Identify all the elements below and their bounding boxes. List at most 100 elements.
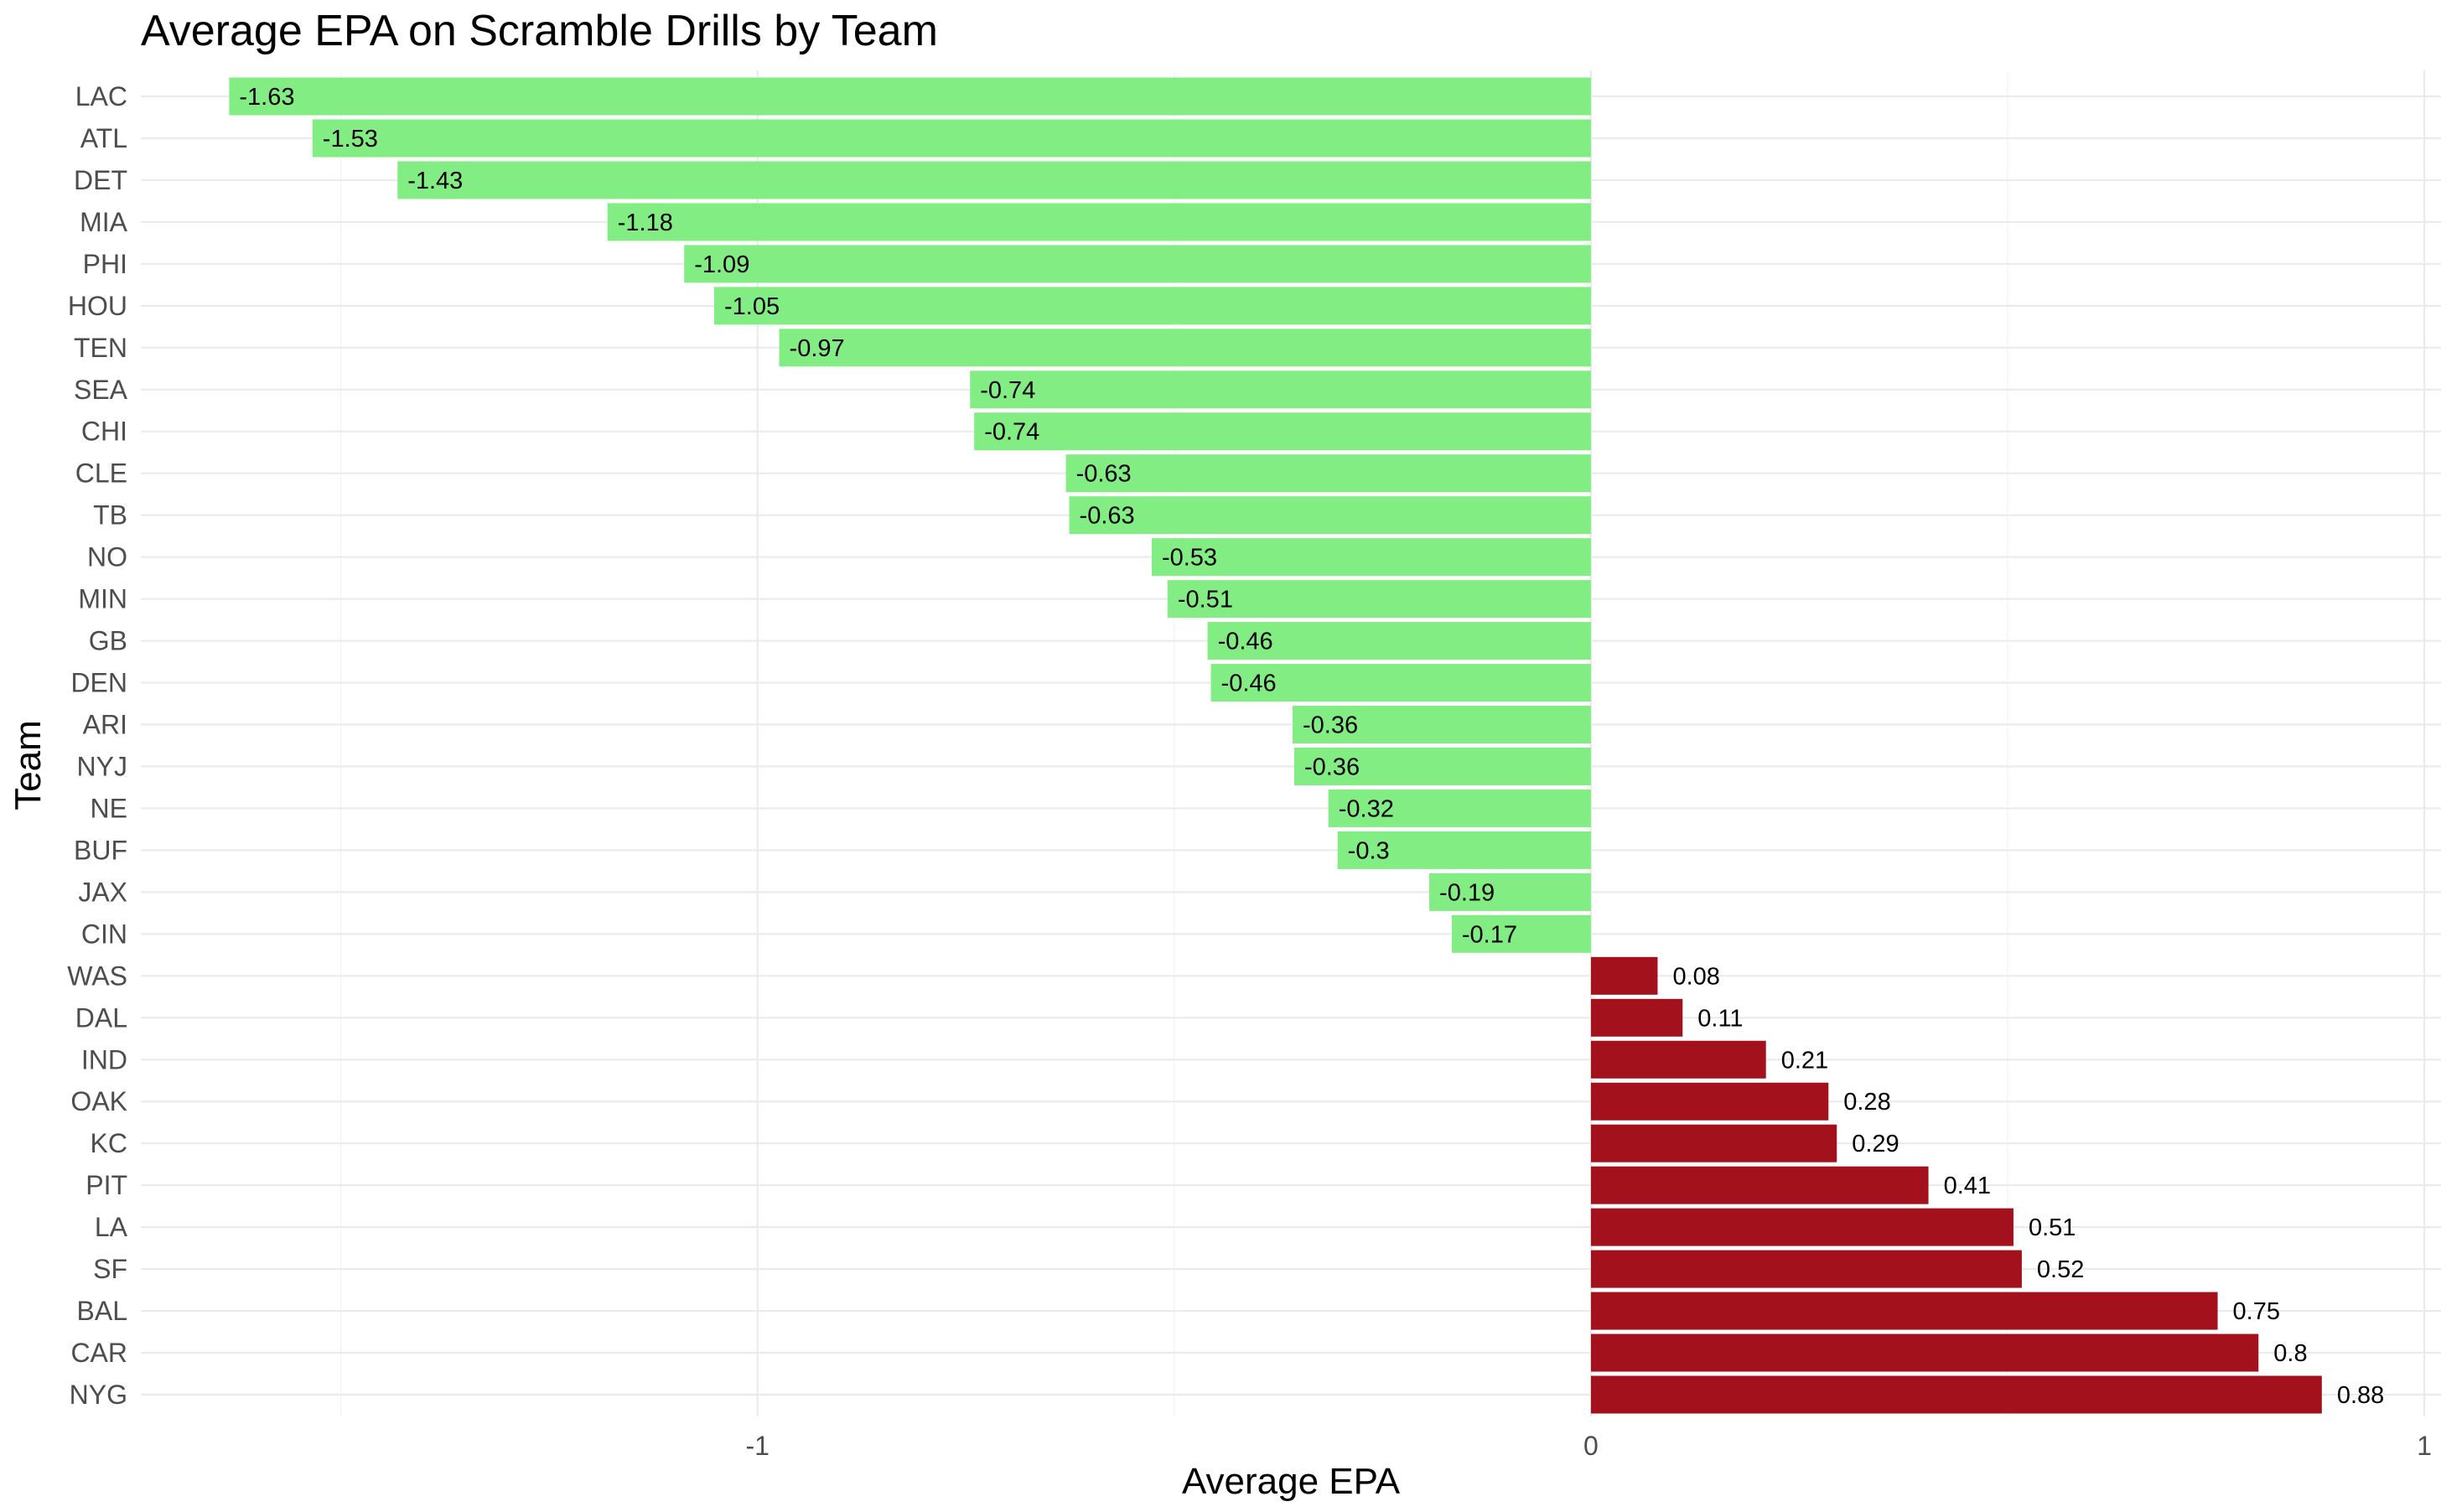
y-tick-label: HOU [68, 291, 127, 321]
bar-jax [1429, 873, 1591, 911]
data-label: -0.51 [1178, 587, 1233, 614]
y-axis-tick-labels: LAC ATL DET MIA PHI HOU TEN SEA CHI CLE TB NO MIN GB D… [67, 81, 127, 1410]
y-tick-label: WAS [67, 961, 127, 991]
y-tick-label: OAK [70, 1086, 127, 1116]
data-label: -0.53 [1162, 545, 1217, 572]
y-tick-label: NE [91, 793, 127, 823]
bar-det [397, 161, 1591, 199]
data-label: -1.18 [618, 210, 673, 236]
data-label: 0.52 [2037, 1256, 2084, 1283]
y-tick-label: IND [81, 1044, 127, 1074]
bar-dal [1590, 998, 1683, 1037]
bar-no [1151, 538, 1591, 577]
bar-nyj [1293, 747, 1591, 785]
data-label: -0.46 [1221, 671, 1277, 697]
data-label: -1.53 [323, 126, 378, 153]
y-tick-label: GB [89, 626, 127, 656]
x-tick-label: 0 [1583, 1431, 1599, 1461]
bar-pit [1590, 1166, 1929, 1204]
data-label: -0.32 [1339, 795, 1394, 822]
data-label: 0.08 [1672, 963, 1719, 990]
bar-car [1590, 1333, 2259, 1372]
data-label: 0.41 [1944, 1173, 1991, 1199]
data-label: 0.29 [1852, 1131, 1899, 1157]
data-label: -0.36 [1303, 712, 1358, 739]
y-tick-label: KC [91, 1128, 127, 1158]
data-label: 0.8 [2273, 1340, 2307, 1367]
y-tick-label: MIN [78, 584, 127, 614]
y-tick-label: NYG [70, 1380, 127, 1410]
y-tick-label: PHI [83, 249, 127, 279]
data-label: -0.19 [1439, 879, 1495, 906]
data-label: -0.97 [790, 335, 845, 362]
y-tick-label: CAR [70, 1338, 127, 1368]
y-tick-label: TEN [74, 333, 127, 363]
x-axis-title: Average EPA [1182, 1461, 1401, 1502]
y-tick-label: BUF [74, 835, 127, 865]
y-tick-label: TB [93, 500, 127, 531]
data-label: -0.17 [1462, 921, 1517, 948]
y-tick-label: ATL [80, 123, 127, 153]
data-label: 0.75 [2233, 1298, 2280, 1325]
bar-mia [607, 203, 1591, 241]
bar-min [1167, 580, 1591, 619]
bar-ind [1590, 1040, 1766, 1079]
data-label: -0.46 [1218, 629, 1273, 655]
bar-sf [1590, 1250, 2022, 1288]
x-tick-label: 1 [2417, 1431, 2432, 1461]
x-axis-tick-labels: -1 0 1 [745, 1431, 2432, 1461]
x-tick-label: -1 [745, 1431, 769, 1461]
data-label: -1.09 [694, 251, 749, 278]
data-label: 0.88 [2337, 1382, 2384, 1409]
y-tick-label: CHI [81, 417, 127, 447]
bar-ari [1292, 706, 1591, 744]
bar-oak [1590, 1082, 1829, 1121]
data-label: -1.63 [239, 84, 294, 111]
data-label: 0.51 [2029, 1214, 2076, 1241]
y-tick-label: DAL [75, 1002, 127, 1033]
y-tick-label: CLE [75, 458, 127, 489]
y-tick-label: NYJ [77, 751, 127, 781]
y-tick-label: JAX [78, 877, 127, 907]
data-label: -1.43 [407, 168, 463, 194]
bar-sea [970, 370, 1591, 409]
data-label: -1.05 [724, 293, 780, 320]
y-tick-label: SEA [74, 375, 128, 405]
bar-was [1590, 956, 1658, 995]
bar-ne [1328, 789, 1591, 827]
y-tick-label: CIN [81, 919, 127, 949]
y-tick-label: ARI [83, 710, 127, 740]
bar-hou [714, 287, 1591, 325]
bar-cle [1065, 454, 1591, 493]
y-tick-label: BAL [77, 1296, 127, 1326]
bar-gb [1207, 622, 1591, 660]
y-tick-label: PIT [86, 1170, 127, 1200]
bar-nyg [1590, 1375, 2322, 1414]
bars [229, 77, 2322, 1414]
data-label: 0.11 [1697, 1005, 1743, 1032]
y-tick-label: LA [95, 1212, 128, 1242]
bar-phi [684, 245, 1591, 283]
bar-bal [1590, 1292, 2218, 1330]
bar-atl [312, 119, 1591, 158]
data-label: -0.3 [1348, 837, 1390, 864]
data-label: -0.36 [1304, 753, 1360, 780]
data-label: 0.21 [1781, 1047, 1828, 1074]
bar-la [1590, 1208, 2013, 1246]
bar-ten [779, 329, 1591, 367]
data-labels: -1.63 -1.53 -1.43 -1.18 -1.09 -1.05 -0.97 -0.74… [239, 84, 2384, 1409]
y-tick-label: DET [74, 165, 127, 195]
bar-buf [1337, 831, 1591, 869]
y-axis-title: Team [8, 720, 49, 810]
y-tick-label: SF [93, 1254, 127, 1284]
data-label: -0.74 [980, 377, 1035, 404]
y-tick-label: LAC [75, 81, 127, 111]
chart-title: Average EPA on Scramble Drills by Team [141, 7, 938, 55]
data-label: 0.28 [1843, 1089, 1890, 1116]
bar-chi [974, 412, 1591, 451]
data-label: -0.74 [984, 419, 1039, 446]
data-label: -0.63 [1080, 503, 1135, 530]
y-tick-label: MIA [80, 207, 128, 237]
bar-kc [1590, 1124, 1837, 1162]
